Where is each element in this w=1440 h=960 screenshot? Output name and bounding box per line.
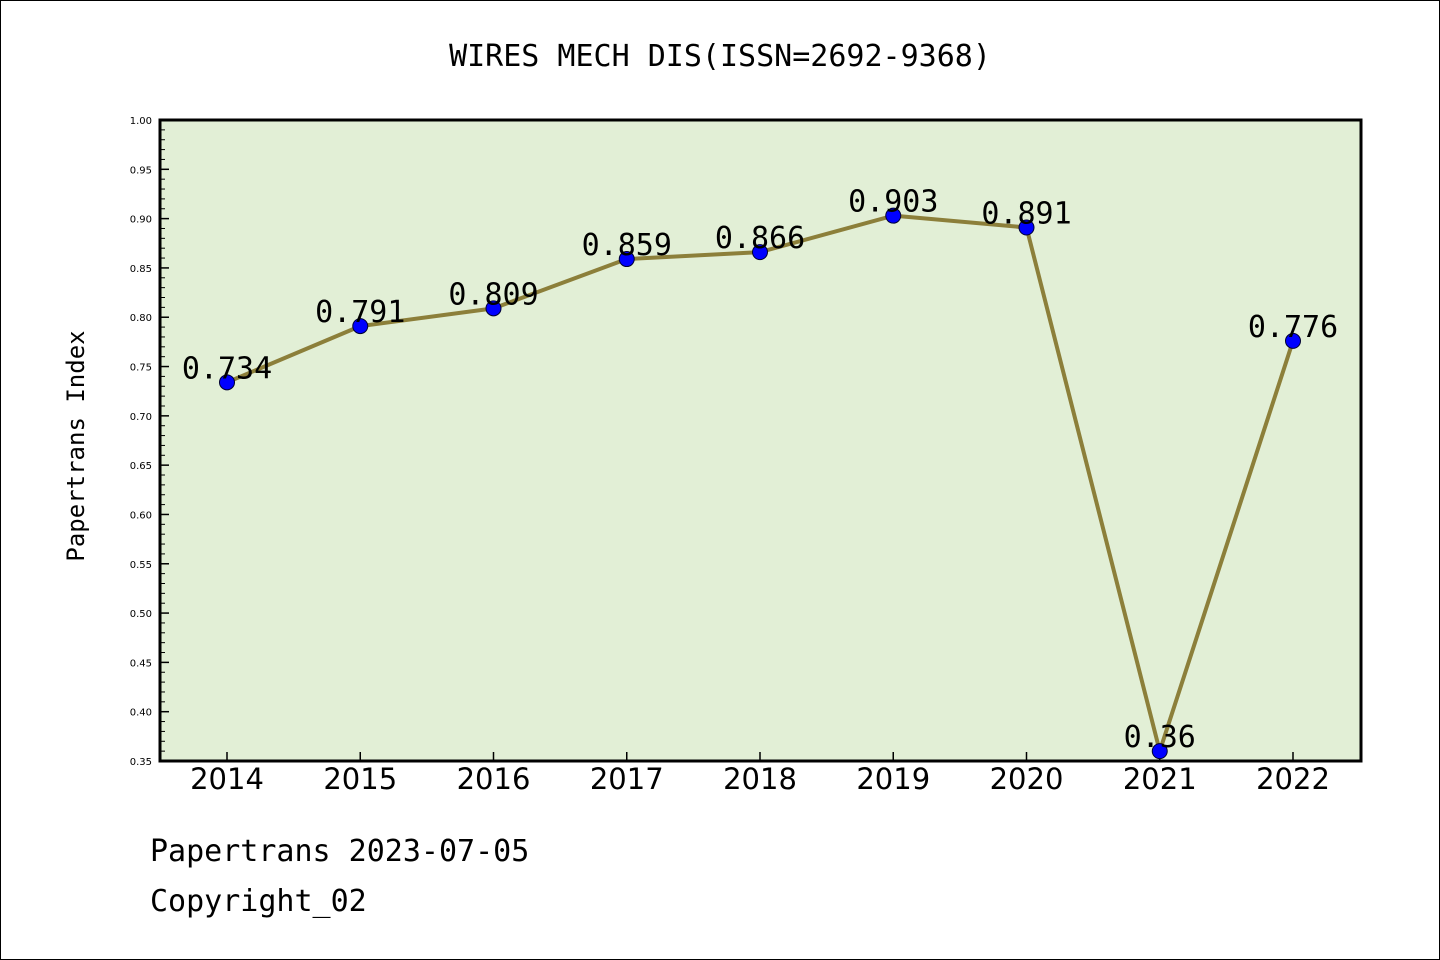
x-tick-label: 2022 (1256, 762, 1330, 796)
data-label: 0.866 (715, 221, 805, 256)
x-tick-label: 2015 (323, 762, 397, 796)
data-point (752, 244, 768, 261)
footer-source: Papertrans 2023-07-05 (150, 834, 530, 869)
data-point (485, 300, 502, 317)
data-point (1285, 332, 1301, 349)
footer-copyright: Copyright_02 (150, 884, 367, 919)
plot-area (160, 120, 1361, 761)
y-tick-label: 0.80 (130, 313, 152, 324)
y-tick-label: 0.75 (130, 363, 152, 374)
data-label: 0.791 (315, 295, 405, 330)
x-axis: 2014 2015 2016 2017 2018 2019 2020 2021 2022 (190, 752, 1330, 796)
data-point (1151, 743, 1168, 760)
data-label: 0.809 (448, 277, 538, 312)
x-tick-label: 2017 (590, 762, 664, 796)
plot-border (158, 118, 1363, 763)
data-point (618, 251, 635, 268)
data-label: 0.891 (981, 196, 1071, 231)
data-label: 0.36 (1124, 720, 1196, 755)
y-tick-label: 0.95 (130, 165, 152, 176)
x-tick-label: 2016 (457, 762, 531, 796)
chart-title: WIRES MECH DIS(ISSN=2692-9368) (449, 39, 991, 74)
y-tick-label: 1.00 (130, 116, 152, 127)
x-tick-label: 2020 (990, 762, 1064, 796)
x-tick-label: 2018 (723, 762, 797, 796)
y-tick-label: 0.85 (130, 264, 152, 275)
y-tick-label: 0.50 (130, 609, 152, 620)
data-point (352, 318, 369, 335)
y-tick-label: 0.60 (130, 510, 152, 521)
y-tick-label: 0.45 (130, 658, 152, 669)
data-point (219, 374, 235, 391)
data-label: 0.734 (182, 351, 272, 386)
data-label: 0.776 (1248, 310, 1338, 345)
y-tick-label: 0.55 (130, 560, 152, 571)
x-tick-label: 2019 (856, 762, 930, 796)
data-markers (219, 207, 1301, 760)
data-point (885, 207, 902, 224)
y-tick-label: 0.35 (130, 757, 152, 768)
y-tick-label: 0.65 (130, 461, 152, 472)
x-tick-label: 2021 (1123, 762, 1197, 796)
data-labels: 0.734 0.791 0.809 0.859 0.866 0.903 0.891 0.36 0… (182, 185, 1338, 755)
y-tick-label: 0.40 (130, 708, 152, 719)
y-axis-label: Papertrans Index (62, 330, 90, 561)
data-point (1018, 219, 1035, 236)
y-tick-label: 0.70 (130, 412, 152, 423)
y-tick-label: 0.90 (130, 215, 152, 226)
data-label: 0.859 (582, 228, 672, 263)
x-tick-label: 2014 (190, 762, 264, 796)
data-label: 0.903 (848, 185, 938, 220)
